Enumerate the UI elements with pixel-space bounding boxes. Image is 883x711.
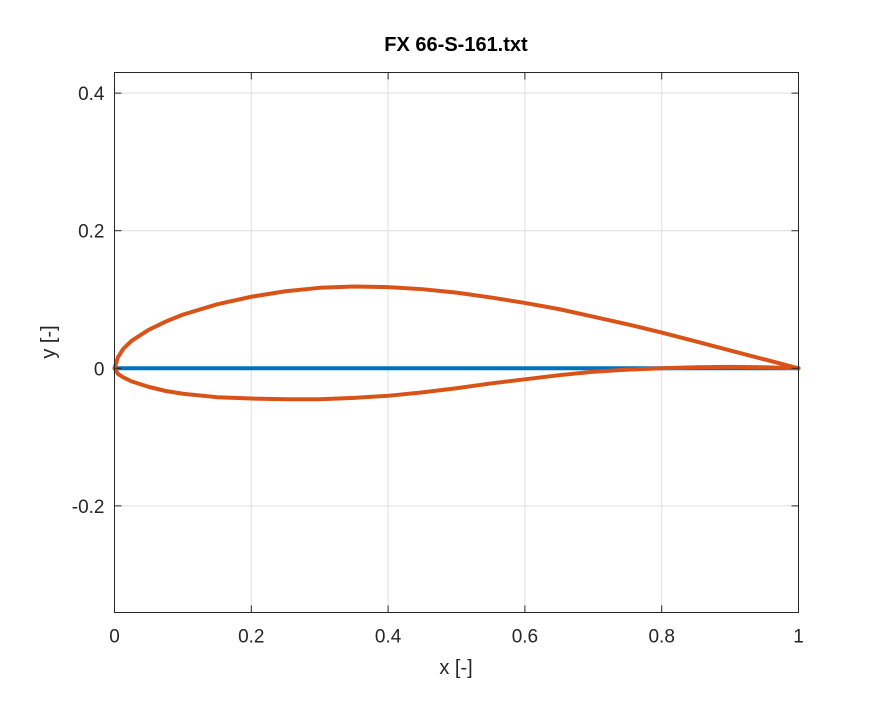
x-tick-label: 0.6 xyxy=(512,627,538,648)
x-tick-label: 0.4 xyxy=(375,627,402,648)
x-tick-label: 1 xyxy=(793,627,804,648)
ticks: 0 0.2 0.4 0.6 0.8 1 -0.2 0 0.2 0.4 xyxy=(72,72,804,648)
y-tick-label: 0 xyxy=(94,359,105,380)
chart-title: FX 66-S-161.txt xyxy=(384,34,528,56)
axes-box xyxy=(114,72,799,613)
x-tick-label: 0 xyxy=(109,627,120,648)
y-tick-label: -0.2 xyxy=(72,497,105,518)
y-axis-label: y [-] xyxy=(38,325,60,358)
y-tick-label: 0.2 xyxy=(78,222,104,243)
y-tick-label: 0.4 xyxy=(78,84,105,105)
x-axis-label: x [-] xyxy=(439,657,472,679)
x-tick-label: 0.8 xyxy=(648,627,674,648)
x-tick-label: 0.2 xyxy=(238,627,264,648)
